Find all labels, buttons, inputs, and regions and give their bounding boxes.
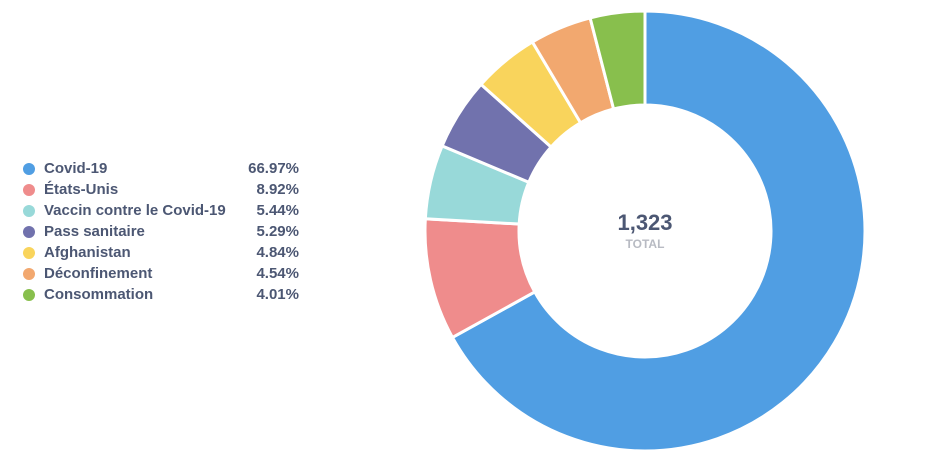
legend: Covid-19 66.97% États-Unis 8.92% Vaccin cont… [23, 158, 299, 305]
legend-dot [23, 204, 35, 217]
legend-label: Afghanistan [44, 244, 131, 261]
legend-item[interactable]: Consommation 4.01% [23, 284, 299, 305]
legend-label: Consommation [44, 286, 154, 303]
legend-label: Vaccin contre le Covid-19 [44, 202, 226, 219]
legend-percent: 66.97% [248, 160, 299, 177]
donut-slice-6[interactable] [588, 9, 647, 111]
legend-dot [23, 225, 35, 238]
legend-label: Covid-19 [44, 160, 108, 177]
legend-percent: 8.92% [256, 181, 299, 198]
legend-dot [23, 183, 35, 196]
legend-dot [23, 162, 35, 175]
legend-item[interactable]: Afghanistan 4.84% [23, 242, 299, 263]
legend-dot [23, 288, 35, 301]
legend-item[interactable]: États-Unis 8.92% [23, 179, 299, 200]
legend-dot [23, 267, 35, 280]
legend-item[interactable]: Covid-19 66.97% [23, 158, 299, 179]
legend-percent: 4.84% [256, 244, 299, 261]
legend-item[interactable]: Vaccin contre le Covid-19 5.44% [23, 200, 299, 221]
donut-slice-0[interactable] [450, 9, 867, 453]
legend-percent: 5.44% [256, 202, 299, 219]
legend-label: Déconfinement [44, 265, 153, 282]
total-label: TOTAL [626, 237, 665, 251]
legend-item[interactable]: Pass sanitaire 5.29% [23, 221, 299, 242]
legend-item[interactable]: Déconfinement 4.54% [23, 263, 299, 284]
legend-percent: 4.54% [256, 265, 299, 282]
legend-dot [23, 246, 35, 259]
legend-label: États-Unis [44, 181, 119, 198]
legend-label: Pass sanitaire [44, 223, 145, 240]
total-value: 1,323 [617, 210, 672, 235]
legend-percent: 4.01% [256, 286, 299, 303]
legend-percent: 5.29% [256, 223, 299, 240]
